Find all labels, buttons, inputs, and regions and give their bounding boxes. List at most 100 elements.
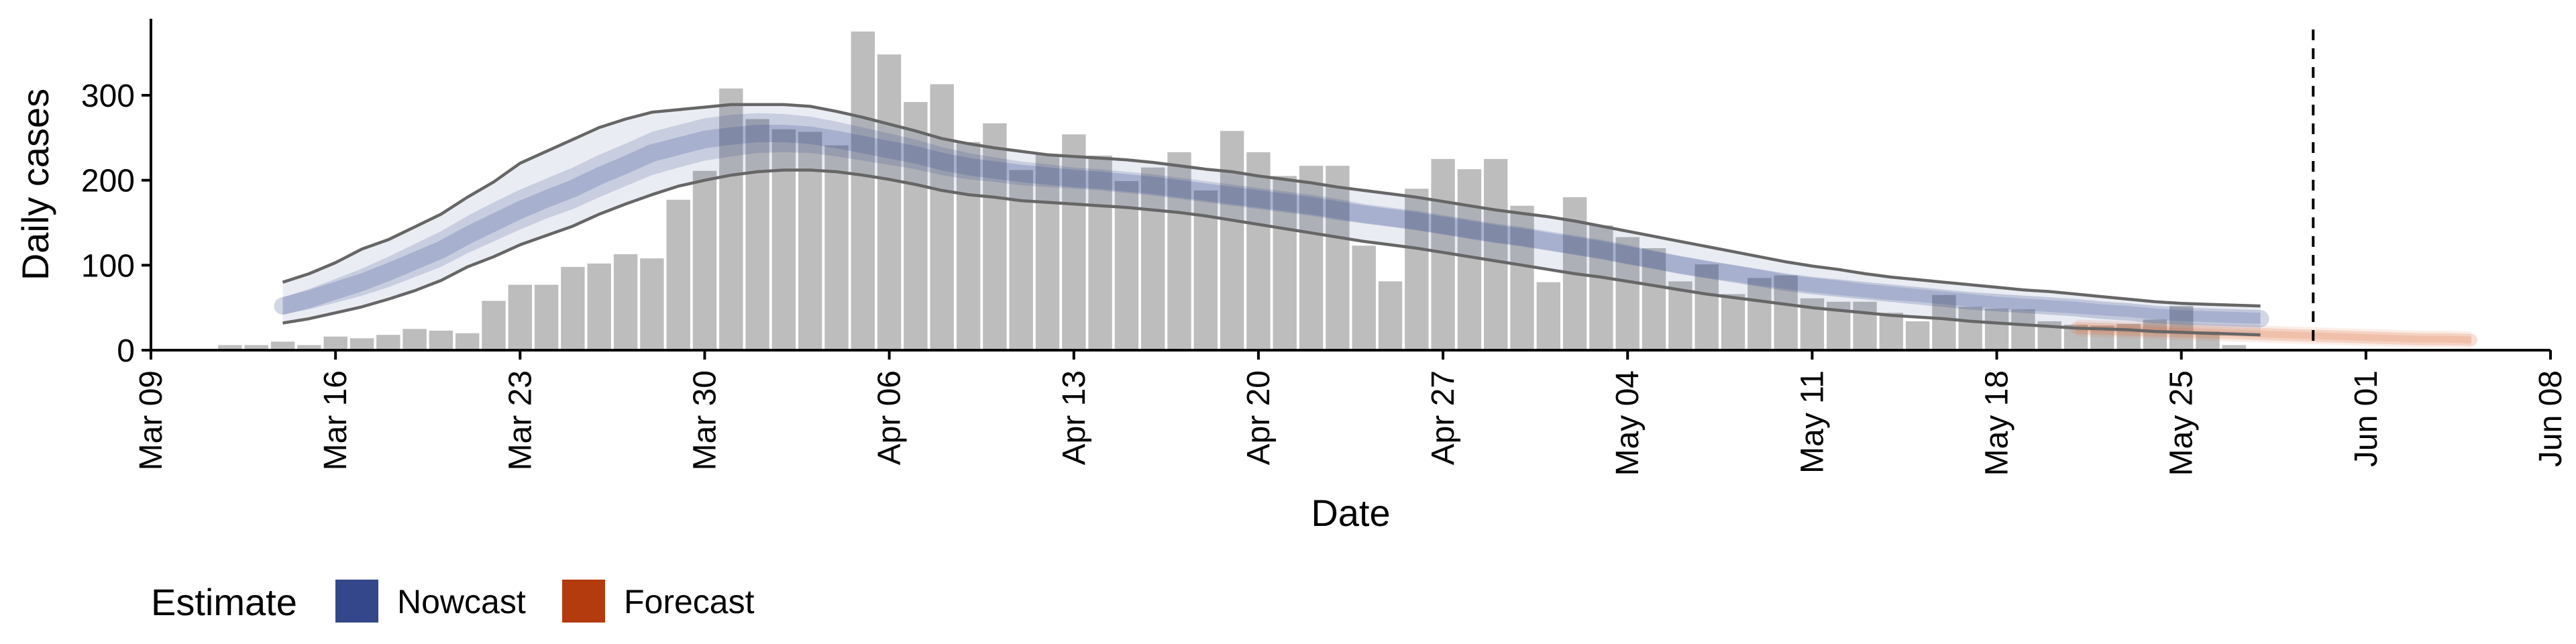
case-bar (218, 345, 242, 350)
case-bar (350, 338, 374, 350)
case-bar (1721, 294, 1746, 350)
x-tick-label: May 25 (2164, 370, 2200, 476)
case-bar (1536, 282, 1560, 350)
bars-layer (218, 32, 2246, 351)
case-bar (1484, 159, 1508, 350)
case-bar (2011, 309, 2035, 350)
forecast-outer-band (2076, 319, 2472, 349)
case-bar (1853, 301, 1877, 350)
case-bar (323, 336, 347, 350)
case-bar (719, 88, 743, 350)
case-bar (1035, 154, 1060, 350)
case-bar (745, 119, 769, 350)
case-bar (983, 123, 1007, 351)
x-tick-label: Apr 06 (872, 370, 908, 465)
case-bar (877, 54, 902, 350)
legend-title: Estimate (151, 581, 297, 623)
case-bar (2222, 345, 2246, 350)
case-bar (640, 258, 664, 350)
case-bar (270, 341, 295, 350)
x-tick-label: Mar 30 (687, 370, 722, 470)
axes-layer: 0 100 200 300 Mar 09 Mar 16 Mar 23 Mar 30 Apr 06… (14, 19, 2569, 534)
case-bar (1088, 155, 1112, 350)
case-bar (587, 263, 611, 350)
case-bar (2143, 319, 2167, 350)
case-bar (771, 129, 796, 350)
case-bar (508, 284, 532, 350)
x-tick-label: May 04 (1610, 370, 1646, 476)
x-tick-label: Apr 20 (1241, 370, 1277, 465)
case-bar (1352, 246, 1376, 350)
x-tick-label: Jun 01 (2349, 370, 2384, 467)
case-bar (1378, 281, 1403, 350)
x-axis-title: Date (1311, 492, 1390, 534)
x-tick-label: Jun 08 (2533, 370, 2569, 467)
nowcast-median (274, 125, 2269, 328)
case-bar (1905, 321, 1930, 350)
case-bar (455, 333, 480, 350)
case-bar (1141, 167, 1165, 350)
case-bar (1932, 294, 1956, 350)
case-bar (613, 254, 638, 350)
nowcast-upper-bound-line (282, 103, 2261, 308)
case-bar (1457, 169, 1482, 350)
x-tick-label: Mar 09 (133, 370, 169, 470)
case-bar (692, 170, 717, 350)
case-bar (429, 330, 453, 350)
case-bar (482, 301, 506, 350)
case-bar (1748, 278, 1772, 350)
case-bar (1615, 237, 1640, 350)
case-bar (1405, 189, 1429, 350)
nowcast-inner-band (282, 113, 2261, 324)
case-bar (402, 329, 427, 350)
case-bar (1642, 248, 1666, 350)
case-bar (2169, 306, 2194, 350)
case-bar (904, 102, 928, 350)
case-bar (798, 131, 822, 350)
nowcast-lower-bound-line (282, 168, 2261, 337)
legend-label-forecast: Forecast (624, 583, 755, 621)
case-bar (1774, 275, 1798, 350)
case-bar (534, 284, 559, 350)
case-bar (244, 345, 268, 350)
y-tick-label: 200 (81, 164, 135, 199)
legend: Estimate Nowcast Forecast (151, 580, 755, 623)
bound-lines-layer (282, 30, 2315, 350)
x-tick-label: Mar 16 (318, 370, 354, 470)
x-tick-label: May 18 (1980, 370, 2015, 476)
case-bar (1510, 205, 1534, 350)
x-tick-label: Apr 27 (1426, 370, 1461, 465)
bands-layer (274, 104, 2478, 349)
case-bar (1220, 131, 1244, 350)
x-tick-label: Apr 13 (1057, 370, 1092, 465)
case-bar (824, 145, 849, 350)
case-bar (376, 335, 400, 350)
case-bar (930, 84, 954, 350)
case-bar (1246, 152, 1271, 350)
legend-swatch-forecast (562, 580, 605, 623)
case-bar (666, 199, 690, 350)
y-tick-label: 300 (81, 78, 135, 114)
case-bar (297, 345, 321, 350)
case-bar (851, 32, 875, 350)
y-tick-label: 0 (117, 333, 135, 369)
x-tick-label: Mar 23 (502, 370, 538, 470)
case-bar (1879, 313, 1903, 350)
case-bar (1326, 166, 1350, 350)
case-bar (956, 142, 981, 350)
forecast-inner-band (2076, 325, 2472, 343)
case-bar (1167, 152, 1191, 350)
case-bar (1589, 225, 1613, 350)
case-bar (1984, 308, 2009, 350)
case-bar (1062, 134, 1086, 351)
y-axis-title: Daily cases (14, 89, 56, 280)
x-tick-label: May 11 (1794, 370, 1830, 474)
case-bar (1695, 264, 1719, 350)
legend-swatch-nowcast (335, 580, 378, 623)
case-bar (1273, 176, 1297, 350)
case-bar (561, 266, 585, 350)
case-bar (1668, 281, 1693, 350)
case-bar (1958, 307, 1982, 350)
legend-label-nowcast: Nowcast (397, 583, 526, 621)
